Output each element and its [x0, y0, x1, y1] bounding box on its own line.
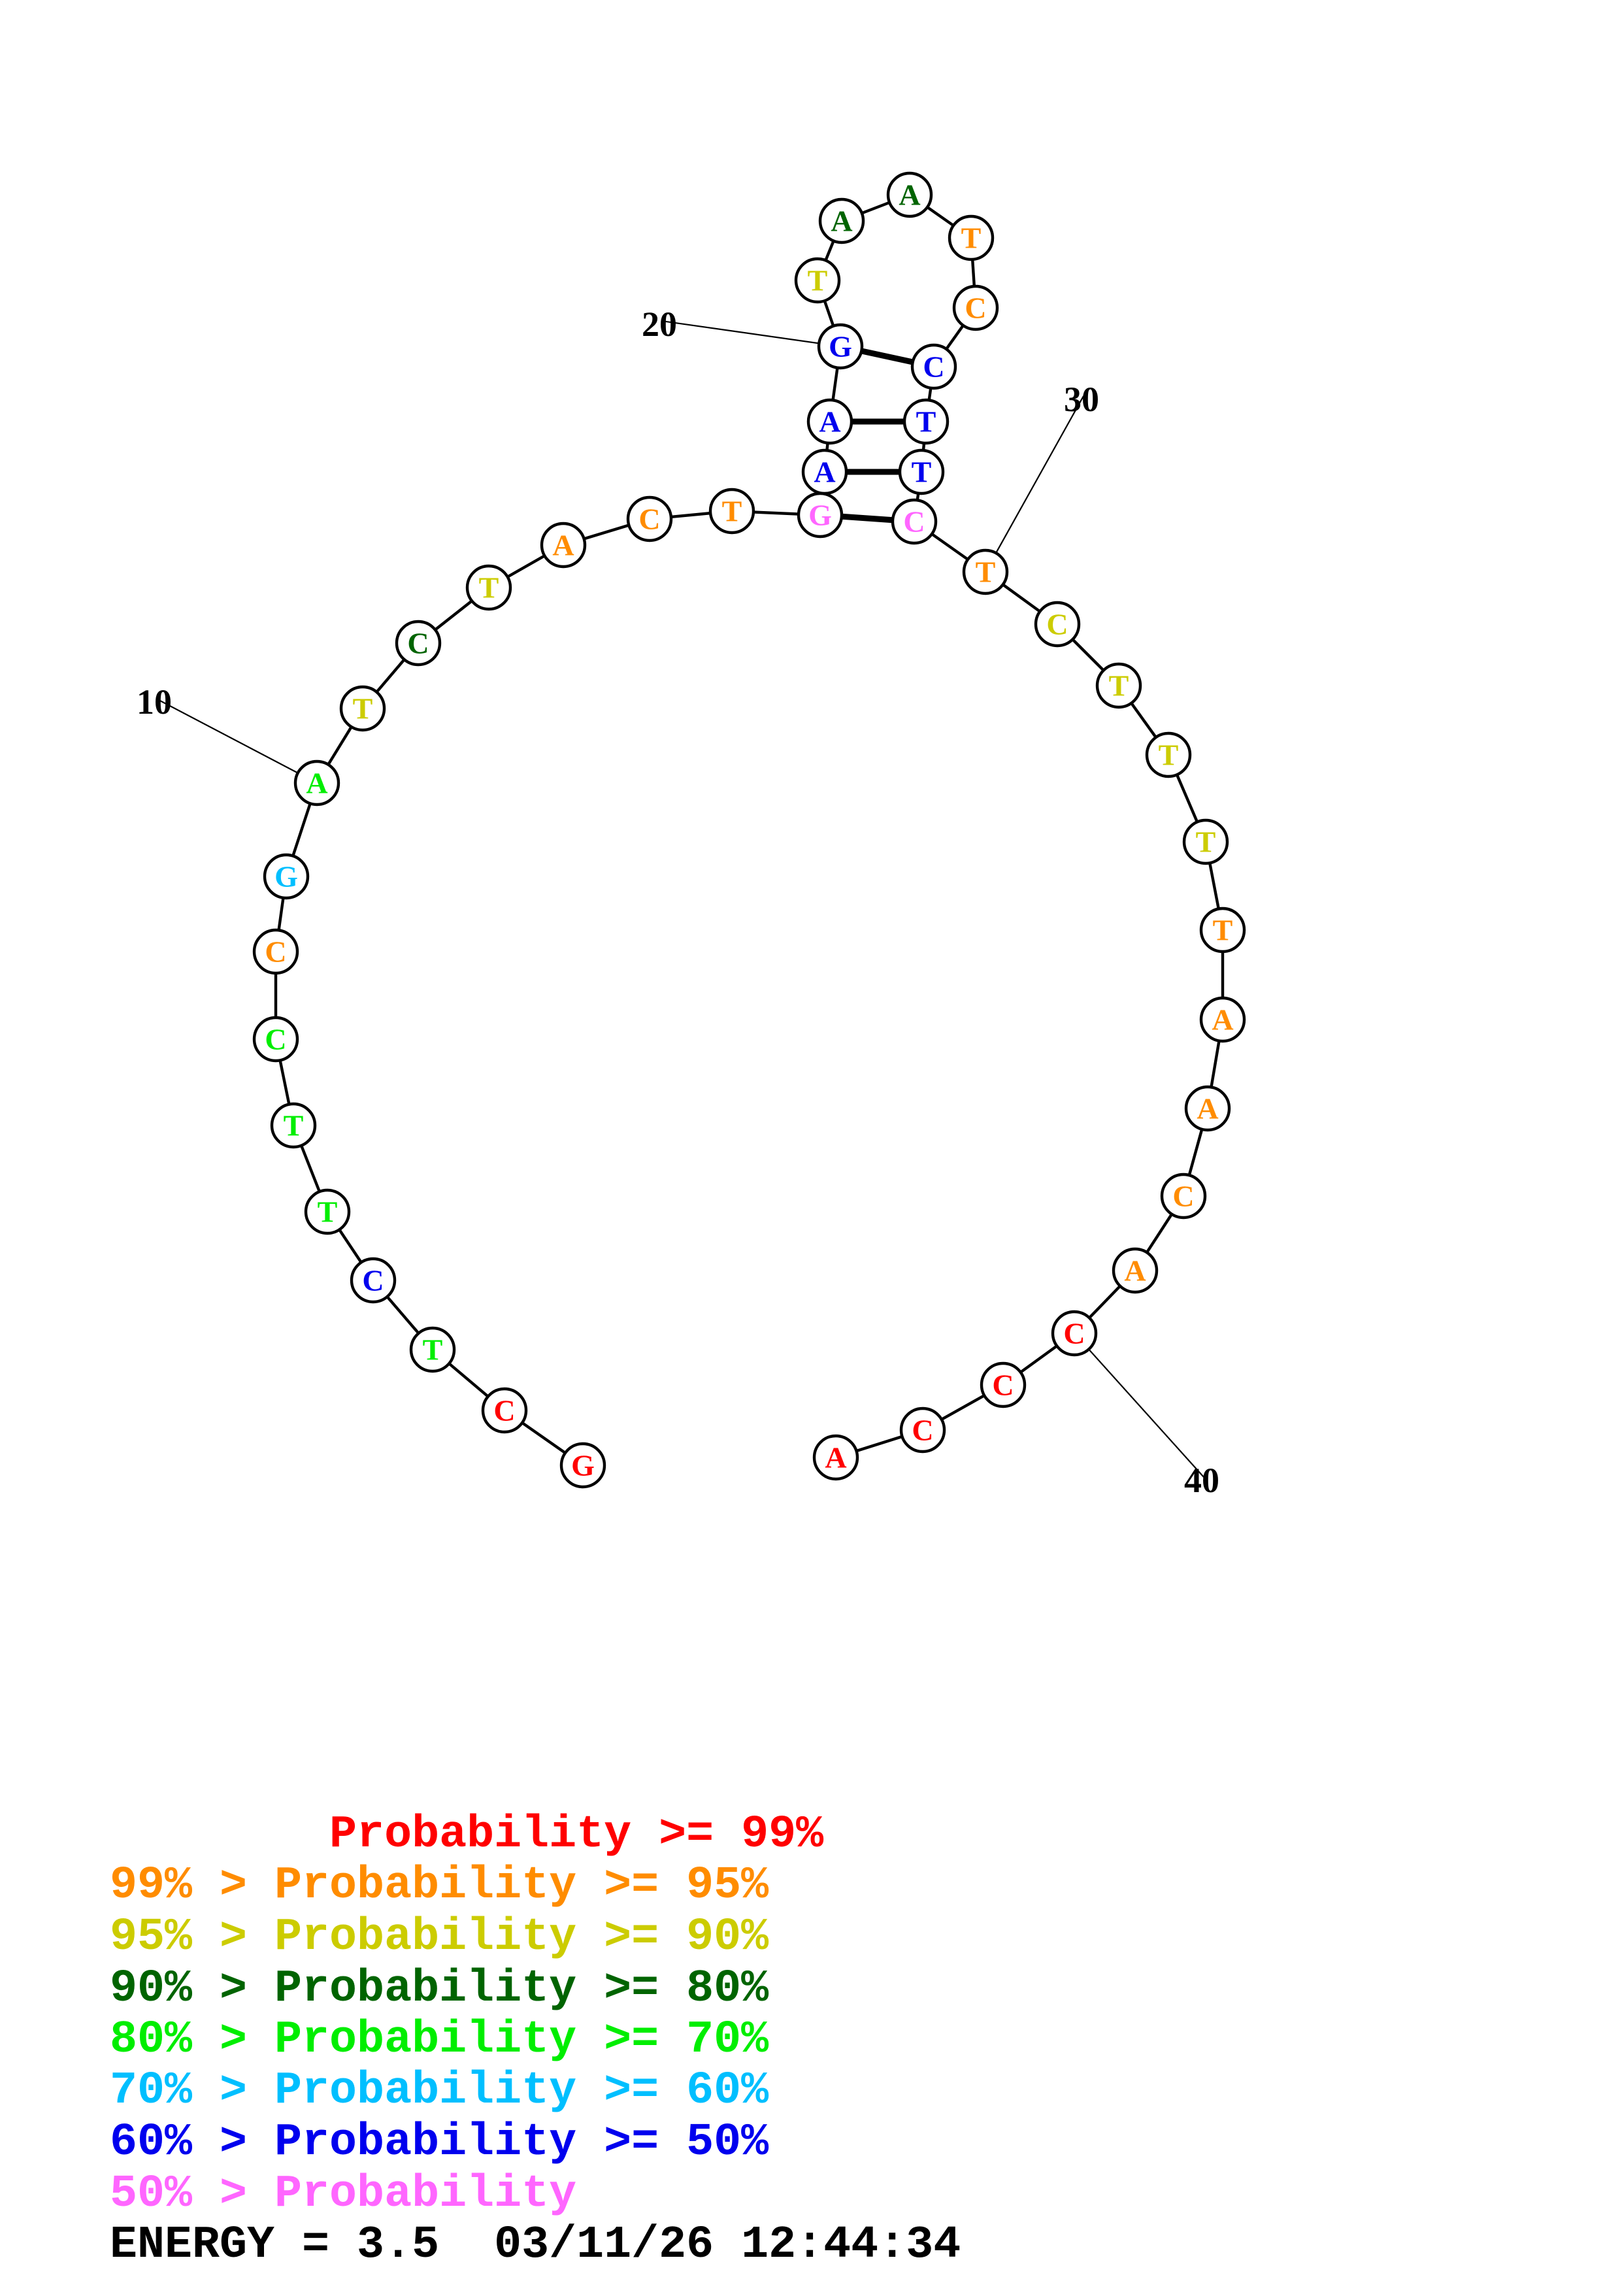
- svg-text:C: C: [965, 291, 986, 325]
- svg-text:T: T: [1213, 914, 1233, 947]
- svg-text:T: T: [912, 456, 932, 489]
- svg-text:T: T: [722, 495, 742, 528]
- svg-text:G: G: [571, 1449, 595, 1482]
- svg-text:C: C: [493, 1394, 515, 1427]
- svg-text:A: A: [819, 405, 840, 439]
- svg-text:C: C: [923, 350, 944, 384]
- svg-text:T: T: [976, 556, 996, 589]
- svg-text:A: A: [1197, 1092, 1218, 1125]
- svg-text:G: G: [808, 499, 832, 532]
- svg-text:C: C: [1063, 1317, 1085, 1350]
- svg-text:T: T: [318, 1195, 338, 1229]
- svg-text:30: 30: [1064, 380, 1099, 419]
- svg-text:T: T: [479, 571, 499, 605]
- svg-text:C: C: [638, 503, 660, 536]
- svg-text:20: 20: [642, 305, 677, 344]
- svg-text:A: A: [552, 529, 574, 562]
- svg-text:T: T: [423, 1333, 443, 1367]
- svg-text:T: T: [1196, 825, 1216, 859]
- svg-text:A: A: [825, 1441, 846, 1474]
- svg-text:C: C: [265, 1023, 286, 1056]
- svg-text:C: C: [903, 505, 925, 539]
- svg-text:T: T: [916, 405, 936, 439]
- svg-text:G: G: [829, 330, 852, 363]
- svg-text:G: G: [274, 860, 298, 893]
- svg-text:A: A: [899, 178, 920, 212]
- svg-text:A: A: [831, 205, 852, 238]
- svg-text:C: C: [265, 935, 286, 969]
- svg-text:T: T: [1159, 739, 1179, 772]
- svg-text:T: T: [353, 692, 373, 725]
- svg-text:C: C: [362, 1264, 384, 1297]
- svg-text:C: C: [912, 1414, 933, 1447]
- svg-text:T: T: [961, 222, 982, 255]
- svg-text:A: A: [814, 456, 835, 489]
- svg-text:T: T: [284, 1109, 304, 1142]
- svg-text:C: C: [1172, 1180, 1194, 1213]
- svg-text:A: A: [306, 767, 327, 800]
- svg-text:A: A: [1212, 1003, 1233, 1037]
- svg-text:T: T: [1109, 669, 1129, 703]
- svg-text:C: C: [992, 1369, 1014, 1402]
- svg-text:A: A: [1124, 1254, 1146, 1288]
- svg-text:40: 40: [1184, 1461, 1219, 1500]
- svg-text:T: T: [808, 264, 828, 297]
- svg-text:C: C: [407, 627, 429, 660]
- svg-text:C: C: [1046, 608, 1068, 641]
- svg-text:10: 10: [137, 682, 172, 722]
